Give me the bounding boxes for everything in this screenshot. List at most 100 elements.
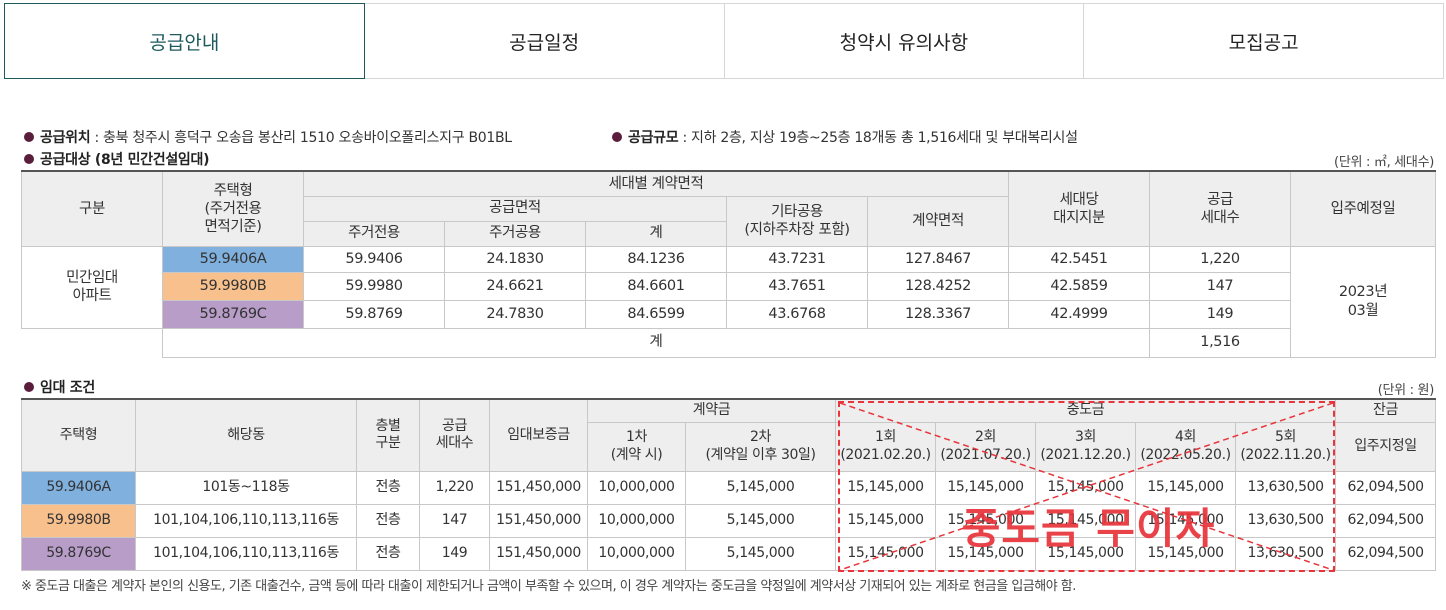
bullet-icon [24,382,34,392]
house-type-a: 59.9406A [21,470,136,505]
cell-mid-5: 13,630,500 [1235,503,1337,538]
total-row: 계 1,516 [21,327,1436,358]
header-deposit: 임대보증금 [489,398,588,472]
header-units: 공급 세대수 [419,398,490,472]
cell-mid-2: 15,145,000 [935,503,1037,538]
cell-down-2: 5,145,000 [684,536,837,571]
house-type-c: 59.8769C [162,299,304,329]
cell-exclusive: 59.9406 [303,245,445,273]
header-common: 주거공용 [444,220,586,247]
tab-supply-schedule[interactable]: 공급일정 [364,3,725,79]
header-mid-1: 1회 (2021.02.20.) [835,421,937,472]
cell-down-2: 5,145,000 [684,470,837,505]
header-exclusive: 주거전용 [303,220,445,247]
bullet-icon [24,132,34,142]
cell-contract: 127.8467 [866,245,1010,273]
empty-cell [21,327,163,357]
cell-units: 147 [419,503,490,538]
cell-dong: 101동~118동 [135,470,357,505]
cell-deposit: 151,450,000 [489,470,588,505]
table-row: 59.8769C 59.8769 24.7830 84.6599 43.6768… [22,299,1436,329]
cell-floor: 전층 [356,503,420,538]
tab-supply-info[interactable]: 공급안내 [4,3,365,79]
tab-recruitment-notice[interactable]: 모집공고 [1084,3,1444,79]
supply-location: 공급위치 : 충북 청주시 흥덕구 오송읍 봉산리 1510 오송바이오폴리스지… [24,127,512,147]
header-land-share: 세대당 대지지분 [1008,170,1151,247]
supply-scale-label: 공급규모 [628,130,679,146]
header-dong: 해당동 [135,398,357,472]
tab-subscription-notes[interactable]: 청약시 유의사항 [724,3,1085,79]
header-sum: 계 [585,220,727,247]
header-down-2: 2차 (계약일 이후 30일) [684,421,837,472]
cell-mid-4: 15,145,000 [1135,536,1237,571]
house-type-c: 59.8769C [21,536,136,571]
unit-note-won: (단위 : 원) [1377,383,1435,398]
unit-note-area: (단위 : ㎡, 세대수) [1334,155,1434,170]
cell-other: 43.7231 [726,245,868,273]
cell-common: 24.6621 [444,271,586,301]
header-supply-units: 공급 세대수 [1149,170,1292,247]
cell-mid-1: 15,145,000 [835,503,937,538]
supply-target-label: 공급대상 (8년 민간건설임대) [40,152,210,168]
rent-conditions-table: 주택형 해당동 층별 구분 공급 세대수 임대보증금 계약금 중도금 잔금 1차… [21,398,1437,571]
bullet-icon [24,154,34,164]
header-house-type: 주택형 [21,398,136,472]
header-other-common: 기타공용 (지하주차장 포함) [726,195,868,247]
house-type-b: 59.9980B [162,271,304,301]
header-gubun: 구분 [21,170,163,247]
header-balance: 잔금 [1335,398,1437,423]
cell-mid-2: 15,145,000 [935,536,1037,571]
header-house-type: 주택형 (주거전용 면적기준) [162,170,304,247]
header-move-in: 입주예정일 [1290,170,1437,247]
move-in-date: 2023년 03월 [1290,245,1437,358]
cell-balance: 62,094,500 [1335,536,1437,571]
cell-other: 43.6768 [726,299,868,329]
header-mid-3: 3회 (2021.12.20.) [1035,421,1137,472]
tab-bar: 공급안내 공급일정 청약시 유의사항 모집공고 [4,3,1444,79]
cell-exclusive: 59.9980 [303,271,445,301]
header-mid-2: 2회 (2021.07.20.) [935,421,1037,472]
cell-dong: 101,104,106,110,113,116동 [135,503,357,538]
cell-mid-1: 15,145,000 [835,470,937,505]
cell-down-1: 10,000,000 [587,536,686,571]
cell-down-1: 10,000,000 [587,503,686,538]
cell-mid-3: 15,145,000 [1035,470,1137,505]
cell-common: 24.7830 [444,299,586,329]
cell-land: 42.5451 [1008,245,1151,273]
header-floor: 층별 구분 [356,398,420,472]
cell-mid-4: 15,145,000 [1135,503,1237,538]
cell-contract: 128.4252 [866,271,1010,301]
cell-mid-1: 15,145,000 [835,536,937,571]
cell-units: 149 [419,536,490,571]
header-down-1: 1차 (계약 시) [587,421,686,472]
rent-conditions-label: 임대 조건 [40,380,95,396]
cell-units: 149 [1149,299,1292,329]
cell-common: 24.1830 [444,245,586,273]
table-row: 59.8769C 101,104,106,110,113,116동 전층 149… [21,536,1437,571]
cell-units: 1,220 [419,470,490,505]
table-row: 59.9980B 59.9980 24.6621 84.6601 43.7651… [22,271,1436,301]
header-mid-5: 5회 (2022.11.20.) [1235,421,1337,472]
cell-mid-4: 15,145,000 [1135,470,1237,505]
supply-scale: 공급규모 : 지하 2층, 지상 19층~25층 18개동 총 1,516세대 … [612,127,1078,147]
header-contract-area: 세대별 계약면적 [302,170,1010,197]
rent-conditions: 임대 조건 [24,377,95,397]
table-row: 민간임대 아파트 59.9406A 59.9406 24.1830 84.123… [21,245,1437,358]
table-row: 59.9406A 101동~118동 전층 1,220 151,450,000 … [21,470,1437,505]
supply-target: 공급대상 (8년 민간건설임대) [24,149,209,169]
header-middle-payment: 중도금 [835,398,1337,423]
cell-mid-5: 13,630,500 [1235,536,1337,571]
cell-contract: 128.3367 [866,299,1010,329]
header-contract: 계약면적 [866,195,1010,247]
cell-sum: 84.6601 [585,271,727,301]
cell-units: 147 [1149,271,1292,301]
cell-balance: 62,094,500 [1335,470,1437,505]
header-supply-area: 공급면적 [303,195,727,222]
house-type-a: 59.9406A [162,245,304,273]
cell-down-2: 5,145,000 [684,503,837,538]
cell-floor: 전층 [356,536,420,571]
bullet-icon [612,132,622,142]
cell-sum: 84.1236 [585,245,727,273]
footnote: ※ 중도금 대출은 계약자 본인의 신용도, 기존 대출건수, 금액 등에 따라… [21,579,1076,594]
header-balance-sub: 입주지정일 [1335,421,1437,472]
